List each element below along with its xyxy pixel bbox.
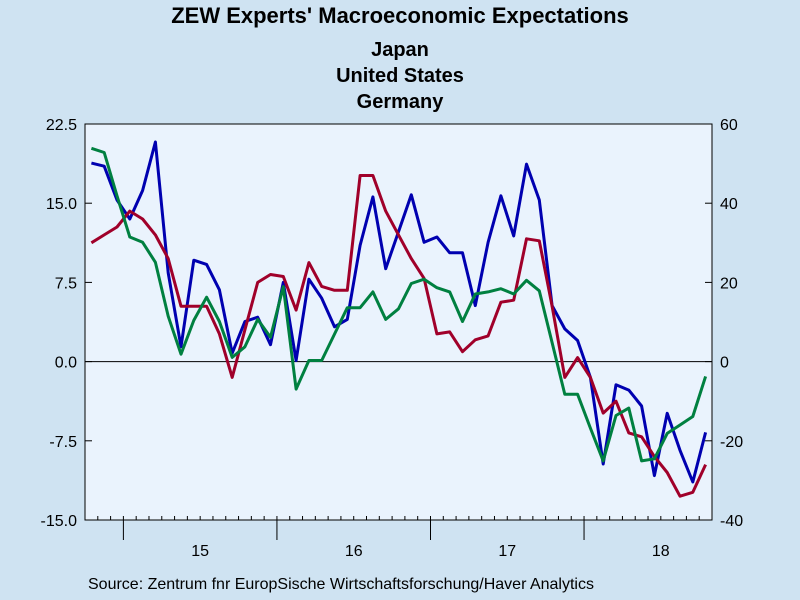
legend-germany: Germany [356,91,444,113]
series-line-united-states [90,174,707,498]
y-right-tick-label: -40 [720,513,743,530]
legend-japan: Japan [371,39,429,61]
source-note: Source: Zentrum fnr EuropSische Wirtscha… [88,576,594,593]
y-right-tick-label: 60 [720,117,738,134]
series-line-japan [91,140,708,484]
chart-title: ZEW Experts' Macroeconomic Expectations [171,3,629,28]
x-tick-label: 17 [498,543,516,560]
y-right-tick-label: 20 [720,275,738,292]
legend-united-states: United States [336,65,464,87]
x-tick-label: 18 [652,543,670,560]
y-left-tick-label: 7.5 [55,275,77,292]
y-left-tick-label: -7.5 [49,434,77,451]
plot-area [84,123,713,521]
y-left-tick-label: 0.0 [55,355,77,372]
x-tick-label: 16 [345,543,363,560]
x-tick-label: 15 [191,543,209,560]
y-left-tick-label: 15.0 [46,196,77,213]
y-right-tick-label: -20 [720,434,743,451]
y-right-tick-label: 0 [720,355,729,372]
y-left-tick-label: 22.5 [46,117,77,134]
y-left-tick-label: -15.0 [41,513,78,530]
series-line-germany [90,146,708,463]
y-right-tick-label: 40 [720,196,738,213]
